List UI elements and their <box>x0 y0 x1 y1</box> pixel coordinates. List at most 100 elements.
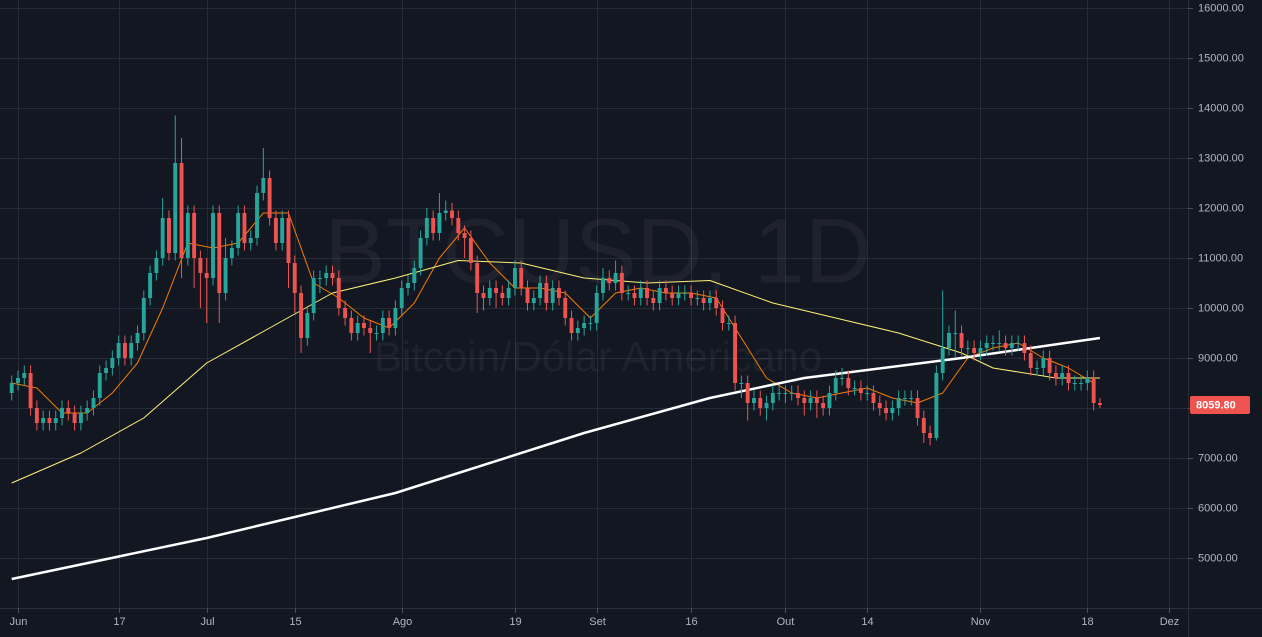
candle-body <box>41 418 46 423</box>
candle-body <box>9 383 14 393</box>
candle-body <box>557 288 561 298</box>
candle-body <box>991 343 995 344</box>
candle-body <box>456 218 461 233</box>
candle-body <box>204 273 209 278</box>
candle-body <box>921 418 926 433</box>
candle-body <box>343 308 348 318</box>
candle-body <box>594 293 599 323</box>
candle-body <box>248 238 253 243</box>
candle-body <box>638 288 643 298</box>
candle-body <box>877 403 882 408</box>
candle-body <box>670 293 675 298</box>
candle-body <box>714 298 719 308</box>
candle-body <box>563 298 568 318</box>
candle-body <box>148 273 153 298</box>
candle-body <box>947 333 951 348</box>
candle-body <box>60 408 64 418</box>
candle-body <box>393 308 398 328</box>
candle-body <box>198 258 203 273</box>
candle-body <box>519 268 524 288</box>
candle-body <box>953 333 958 334</box>
grid <box>0 0 1188 608</box>
candle-body <box>167 218 171 253</box>
candle-body <box>336 278 341 308</box>
candle-body <box>1072 383 1077 384</box>
candle-body <box>22 373 27 378</box>
candle-body <box>330 273 335 278</box>
candle-body <box>135 333 140 343</box>
candle-body <box>984 343 989 348</box>
candle-body <box>1066 373 1071 383</box>
x-tick-label: Jul <box>200 616 214 628</box>
candle-body <box>450 210 454 218</box>
y-tick-label: 6000.00 <box>1198 502 1238 514</box>
candle-body <box>676 293 681 298</box>
candle-body <box>255 193 259 238</box>
candle-body <box>179 163 184 258</box>
candle-body <box>66 408 71 413</box>
y-tick-label: 11000.00 <box>1198 252 1243 264</box>
candle-body <box>940 348 945 373</box>
candle-body <box>129 343 134 358</box>
x-tick-label: Dez <box>1160 616 1180 628</box>
candle-body <box>91 398 96 408</box>
candle-body <box>796 393 800 398</box>
candle-body <box>720 308 725 323</box>
candle-body <box>349 318 354 333</box>
candle-body <box>317 278 322 279</box>
candle-body <box>506 288 511 298</box>
candle-body <box>1009 343 1014 348</box>
candle-body <box>242 213 247 243</box>
candle-body <box>619 273 624 293</box>
candle-body <box>1097 403 1102 406</box>
candle-body <box>380 318 385 333</box>
candle-body <box>500 293 505 298</box>
candle-body <box>657 288 662 303</box>
candle-body <box>286 218 291 263</box>
candle-body <box>846 378 851 388</box>
candle-body <box>632 293 637 298</box>
candle-body <box>1028 353 1033 368</box>
x-tick-label: 15 <box>289 616 301 628</box>
candle-body <box>406 283 410 288</box>
y-tick-label: 16000.00 <box>1198 2 1244 14</box>
candle-body <box>739 383 744 384</box>
x-tick-label: Set <box>589 616 606 628</box>
candle-body <box>770 393 775 403</box>
candle-body <box>525 288 530 303</box>
candle-body <box>645 288 649 298</box>
x-tick-label: 18 <box>1081 616 1093 628</box>
candle-body <box>475 263 480 293</box>
candle-body <box>494 288 499 293</box>
candle-body <box>229 248 234 258</box>
candle-body <box>141 298 146 333</box>
candle-body <box>512 268 517 288</box>
candle-body <box>701 298 706 303</box>
candle-body <box>582 323 587 328</box>
candle-body <box>544 283 549 303</box>
candle-body <box>418 238 423 268</box>
candle-body <box>1085 378 1090 383</box>
candle-body <box>972 348 977 353</box>
candle-body <box>374 333 379 334</box>
candle-body <box>827 393 832 408</box>
candle-body <box>814 398 819 403</box>
x-tick-label: Jun <box>10 616 28 628</box>
candle-body <box>412 268 417 283</box>
candle-body <box>858 388 863 393</box>
candle-body <box>16 378 20 383</box>
candle-body <box>481 293 486 298</box>
y-tick-label: 5000.00 <box>1198 552 1238 564</box>
candle-body <box>601 278 605 293</box>
x-tick-label: 17 <box>113 616 125 628</box>
candle-body <box>424 218 429 238</box>
x-tick-label: Ago <box>393 616 413 628</box>
watermark-title: BTCUSD, 1D <box>325 200 872 302</box>
candle-body <box>154 258 159 273</box>
candle-body <box>607 278 612 283</box>
candle-body <box>965 348 970 349</box>
candle-body <box>362 323 366 328</box>
x-tick-label: 19 <box>509 616 521 628</box>
